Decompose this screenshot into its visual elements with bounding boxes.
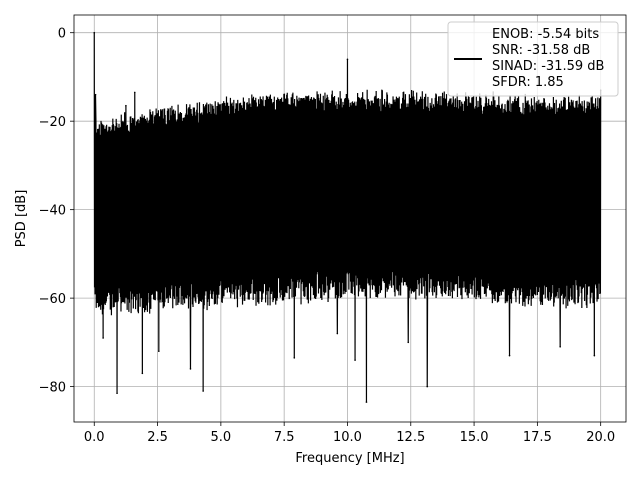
x-tick-label: 15.0 (460, 430, 489, 445)
legend-line-enob: ENOB: -5.54 bits (492, 27, 599, 42)
spectral-dip (158, 350, 160, 353)
spectral-dip (102, 337, 104, 339)
legend-line-sinad: SINAD: -31.59 dB (492, 59, 604, 74)
legend-line-snr: SNR: -31.58 dB (492, 43, 590, 58)
x-tick-label: 10.0 (333, 430, 362, 445)
x-axis-ticks: 0.0 2.5 5.0 7.5 10.0 12.5 15.0 17.5 20.0 (84, 422, 615, 445)
spectral-dip (293, 357, 296, 359)
plot-frame (73, 14, 627, 423)
spectral-dip (354, 359, 356, 361)
spectral-dip (559, 345, 561, 348)
y-tick-label: 0 (58, 27, 66, 42)
legend-box (447, 21, 619, 97)
spectral-peak (125, 104, 127, 107)
y-axis-label: PSD [dB] (14, 190, 29, 248)
spectral-peak (93, 31, 96, 34)
spectral-peak (133, 91, 136, 94)
spectral-dip (407, 341, 410, 344)
x-tick-label: 2.5 (147, 430, 168, 445)
spectral-peak (346, 58, 349, 61)
x-tick-label: 5.0 (211, 430, 232, 445)
x-tick-label: 17.5 (523, 430, 552, 445)
spectral-peak (94, 93, 97, 96)
x-tick-label: 0.0 (84, 430, 105, 445)
y-tick-label: −20 (39, 115, 66, 130)
plot-data (93, 31, 602, 403)
y-tick-label: −80 (39, 381, 66, 396)
spectral-dip (202, 390, 204, 392)
spectral-dip (426, 385, 429, 388)
spectral-dip (141, 372, 144, 375)
spectral-dip (365, 401, 368, 403)
x-axis-label: Frequency [MHz] (295, 451, 404, 466)
x-tick-label: 7.5 (274, 430, 295, 445)
x-tick-label: 12.5 (396, 430, 425, 445)
x-tick-label: 20.0 (586, 430, 615, 445)
y-axis-ticks: 0 −20 −40 −60 −80 (39, 27, 74, 396)
y-tick-label: −60 (39, 292, 66, 307)
spectral-dip (336, 332, 339, 335)
spectral-dip (189, 368, 192, 370)
spectral-dip (508, 354, 511, 357)
spectral-dip (593, 354, 596, 357)
y-tick-label: −40 (39, 204, 66, 219)
legend: ENOB: -5.54 bits SNR: -31.58 dB SINAD: -… (447, 21, 619, 97)
legend-line-sfdr: SFDR: 1.85 (492, 75, 564, 90)
spectral-dip (116, 392, 118, 395)
